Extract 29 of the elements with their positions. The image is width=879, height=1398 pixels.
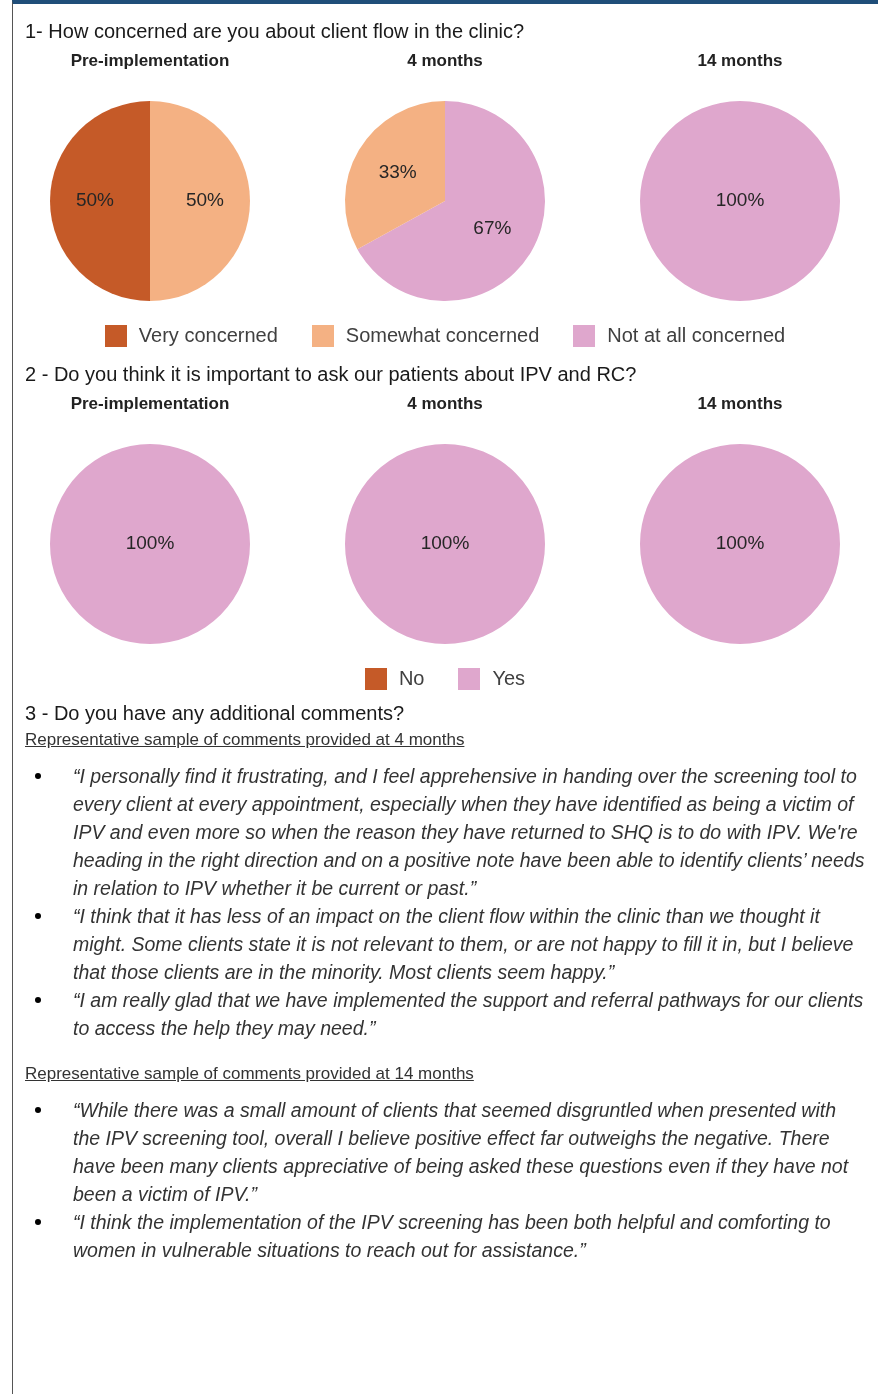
- data-label: 100%: [420, 532, 470, 554]
- data-label: 100%: [715, 532, 765, 554]
- text: Representative sample of comments provided at 4 months: [25, 730, 466, 750]
- data-label: 50%: [185, 189, 225, 211]
- data-label: 67%: [473, 217, 512, 239]
- legend-label: Not at all concerned: [607, 324, 786, 347]
- legend-label: No: [398, 667, 425, 690]
- legend-label: Yes: [492, 667, 526, 690]
- slice-label: 4 months: [407, 50, 483, 72]
- text: “While there was a small amount of clients that seemed disgruntled when presented with the IPV screening tool, overall I believe positive effect far outweighs the negative. There have been many clients appreciative of being asked these questions even if they have not been a victim of IPV.”: [73, 1099, 849, 1205]
- slice-label: 14 months: [697, 50, 783, 72]
- text: “I personally find it frustrating, and I feel apprehensive in handing over the screening tool to every client at every appointment, especially when they have identified as being a victim of IPV and even more so when the reason they have returned to SHQ is to do with IPV. We're heading in the right direction and on a positive note have been able to identify clients’ needs in relation to IPV whether it be current or past.”: [73, 765, 865, 899]
- slice-label: 14 months: [697, 393, 783, 415]
- text: “I think that it has less of an impact on the client flow within the clinic than we thought it might. Some clients state it is not relevant to them, or are not happy to fill it in, but I believe that those clients are in the minority. Most clients seem happy.”: [73, 905, 854, 983]
- data-label: 100%: [125, 532, 175, 554]
- legend-label: Somewhat concerned: [345, 324, 540, 347]
- slice-label: Pre-implementation: [70, 50, 230, 72]
- slice-label: 4 months: [407, 393, 483, 415]
- text: Representative sample of comments provided at 14 months: [25, 1064, 475, 1084]
- data-label: 50%: [75, 189, 115, 211]
- chart-title: 2 - Do you think it is important to ask our patients about IPV and RC?: [25, 362, 638, 387]
- legend-label: Very concerned: [138, 324, 278, 347]
- text: 3 - Do you have any additional comments?: [25, 701, 406, 726]
- data-label: 33%: [378, 161, 417, 183]
- text: “I am really glad that we have implemented the support and referral pathways for our clients to access the help they may need.”: [73, 989, 864, 1039]
- slice-label: Pre-implementation: [70, 393, 230, 415]
- data-label: 100%: [715, 189, 765, 211]
- chart-title: 1- How concerned are you about client flow in the clinic?: [25, 19, 526, 44]
- text: “I think the implementation of the IPV screening has been both helpful and comforting to women in vulnerable situations to reach out for assistance.”: [73, 1211, 831, 1261]
